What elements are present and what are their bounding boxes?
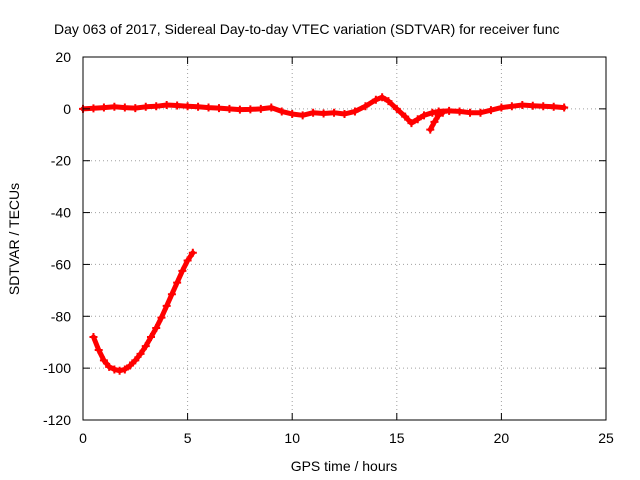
y-tick-label: -120 <box>43 412 71 428</box>
data-point <box>350 107 359 116</box>
data-point <box>178 266 187 275</box>
data-point <box>110 365 119 374</box>
data-point <box>507 102 516 111</box>
data-point <box>413 115 422 124</box>
axis-ticks <box>82 56 607 421</box>
data-point <box>214 104 223 113</box>
data-point <box>110 102 119 111</box>
data-point <box>392 104 401 113</box>
chart-title: Day 063 of 2017, Sidereal Day-to-day VTE… <box>54 21 560 37</box>
y-tick-label: -60 <box>51 256 71 272</box>
data-point <box>141 102 150 111</box>
x-tick-label: 0 <box>79 430 87 446</box>
y-tick-label: -100 <box>43 360 71 376</box>
data-point <box>277 107 286 116</box>
data-point <box>204 103 213 112</box>
data-point <box>225 104 234 113</box>
data-point <box>167 290 176 299</box>
data-point <box>99 103 108 112</box>
data-point <box>89 104 98 113</box>
data-point <box>378 93 387 102</box>
data-point <box>183 256 192 265</box>
data-point <box>136 349 145 358</box>
data-point <box>256 104 265 113</box>
x-tick-label: 5 <box>184 430 192 446</box>
data-point <box>173 101 182 110</box>
series-group <box>89 248 197 375</box>
data-point <box>309 108 318 117</box>
data-point <box>188 248 197 257</box>
data-point <box>319 109 328 118</box>
data-point <box>120 365 129 374</box>
data-point <box>426 125 435 134</box>
data-point <box>486 106 495 115</box>
data-point <box>131 356 140 365</box>
data-point <box>407 119 416 128</box>
data-point <box>434 111 443 120</box>
data-point <box>428 108 437 117</box>
data-point <box>162 100 171 109</box>
data-point <box>476 108 485 117</box>
data-point <box>430 117 439 126</box>
data-point <box>183 102 192 111</box>
data-point <box>455 107 464 116</box>
data-point <box>340 110 349 119</box>
data-point <box>99 356 108 365</box>
data-point <box>157 313 166 322</box>
data-point <box>518 100 527 109</box>
plot-frame <box>82 56 607 421</box>
data-point <box>152 102 161 111</box>
data-point <box>267 103 276 112</box>
data-point <box>438 108 447 117</box>
data-point <box>528 101 537 110</box>
data-point <box>549 102 558 111</box>
data-point <box>384 97 393 106</box>
y-tick-label: 0 <box>63 101 71 117</box>
data-point <box>539 102 548 111</box>
series-group <box>79 93 569 128</box>
data-point <box>120 103 129 112</box>
data-point <box>298 111 307 120</box>
data-point <box>361 102 370 111</box>
data-point <box>173 278 182 287</box>
y-tick-label: -20 <box>51 153 71 169</box>
data-point <box>419 111 428 120</box>
data-point <box>131 104 140 113</box>
data-point <box>371 95 380 104</box>
data-point <box>560 103 569 112</box>
y-tick-label: -40 <box>51 205 71 221</box>
data-point <box>146 333 155 342</box>
x-axis-label: GPS time / hours <box>291 458 398 474</box>
data-point <box>126 361 135 370</box>
data-point <box>246 105 255 114</box>
x-tick-label: 15 <box>389 430 405 446</box>
data-point <box>105 362 114 371</box>
data-point <box>94 345 103 354</box>
x-tick-label: 10 <box>284 430 300 446</box>
x-tick-label: 20 <box>494 430 510 446</box>
data-point <box>194 102 203 111</box>
data-point <box>152 323 161 332</box>
data-point <box>235 105 244 114</box>
data-point <box>445 106 454 115</box>
data-point <box>141 342 150 351</box>
data-point <box>466 108 475 117</box>
data-point <box>288 110 297 119</box>
data-series <box>79 93 569 375</box>
tick-labels: 0 5 10 15 20 25 -120 -100 -80 -60 -40 -20 0 20 <box>43 49 614 446</box>
data-point <box>162 301 171 310</box>
data-point <box>330 108 339 117</box>
data-point <box>497 103 506 112</box>
y-tick-label: -80 <box>51 308 71 324</box>
data-point <box>401 112 410 121</box>
series-group <box>426 108 447 134</box>
x-tick-label: 25 <box>598 430 614 446</box>
data-point <box>115 366 124 375</box>
y-tick-label: 20 <box>55 49 71 65</box>
y-axis-label: SDTVAR / TECUs <box>6 183 22 295</box>
series-line <box>427 110 446 133</box>
data-point <box>89 333 98 342</box>
